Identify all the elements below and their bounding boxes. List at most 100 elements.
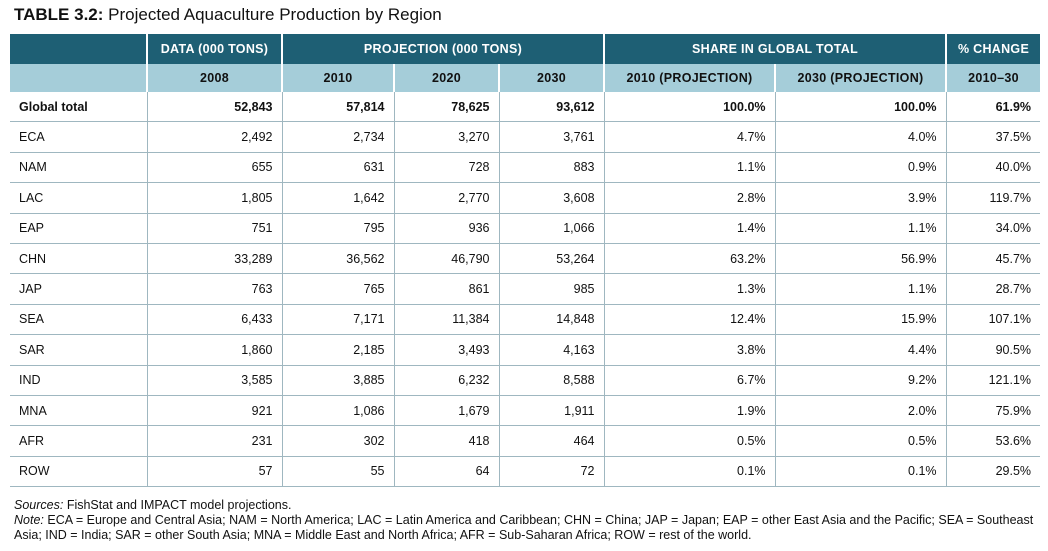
column-header: 2030 (PROJECTION)	[774, 64, 947, 92]
table-cell: 2.0%	[774, 394, 947, 426]
column-header: 2020	[393, 64, 499, 92]
table-cell: 936	[393, 212, 499, 244]
table-cell: 93,612	[498, 92, 605, 122]
table-row: IND 3,585 3,885 6,232 8,588 6.7% 9.2% 121.1%	[10, 364, 1041, 396]
table-cell: 1,066	[498, 212, 605, 244]
table-notes: Sources: FishStat and IMPACT model proje…	[14, 498, 1044, 543]
table-row: AFR 231 302 418 464 0.5% 0.5% 53.6%	[10, 425, 1041, 457]
table-row: ECA 2,492 2,734 3,270 3,761 4.7% 4.0% 37.5%	[10, 121, 1041, 153]
table-cell: 3.9%	[774, 182, 947, 214]
table-cell: 28.7%	[945, 273, 1041, 305]
table-row: JAP 763 765 861 985 1.3% 1.1% 28.7%	[10, 273, 1041, 305]
row-label-cell: ROW	[10, 455, 147, 488]
column-header: 2008	[146, 64, 282, 92]
table-cell: 302	[281, 425, 394, 457]
table-cell: 107.1%	[945, 303, 1041, 335]
header-group-projection: PROJECTION (000 TONS)	[280, 34, 605, 64]
table-cell: 12.4%	[603, 303, 776, 335]
table-cell: 61.9%	[945, 92, 1041, 122]
table-cell: 3,493	[393, 334, 499, 366]
table-cell: 119.7%	[945, 182, 1041, 214]
table-cell: 8,588	[498, 364, 605, 396]
table-row: EAP 751 795 936 1,066 1.4% 1.1% 34.0%	[10, 212, 1041, 244]
table-cell: 1.9%	[603, 394, 776, 426]
table-cell: 921	[146, 394, 282, 426]
table-cell: 3.8%	[603, 334, 776, 366]
row-label-cell: SEA	[10, 303, 147, 335]
table-cell: 1,911	[498, 394, 605, 426]
table-cell: 1.1%	[603, 151, 776, 183]
sources-text: FishStat and IMPACT model projections.	[63, 498, 292, 512]
row-label-cell: AFR	[10, 425, 147, 457]
table-cell: 40.0%	[945, 151, 1041, 183]
table-cell: 72	[498, 455, 605, 488]
table-cell: 655	[146, 151, 282, 183]
table-cell: 1,679	[393, 394, 499, 426]
table-cell: 1.3%	[603, 273, 776, 305]
table-cell: 1.4%	[603, 212, 776, 244]
column-header: 2010–30	[945, 64, 1041, 92]
table-caption-title: Projected Aquaculture Production by Regi…	[108, 5, 442, 24]
table-cell: 985	[498, 273, 605, 305]
table-cell: 55	[281, 455, 394, 488]
table-cell: 3,761	[498, 121, 605, 153]
table-cell: 631	[281, 151, 394, 183]
table-row-total: Global total 52,843 57,814 78,625 93,612 100.…	[10, 92, 1041, 122]
table-cell: 52,843	[146, 92, 282, 122]
table-cell: 75.9%	[945, 394, 1041, 426]
table-cell: 3,608	[498, 182, 605, 214]
table-cell: 7,171	[281, 303, 394, 335]
row-label-cell: SAR	[10, 334, 147, 366]
column-header	[10, 64, 147, 92]
table-cell: 418	[393, 425, 499, 457]
table-cell: 751	[146, 212, 282, 244]
table-cell: 464	[498, 425, 605, 457]
table-cell: 1.1%	[774, 212, 947, 244]
table-cell: 46,790	[393, 242, 499, 274]
table-cell: 765	[281, 273, 394, 305]
table-cell: 64	[393, 455, 499, 488]
table-cell: 6,433	[146, 303, 282, 335]
table-cell: 15.9%	[774, 303, 947, 335]
table-cell: 2,770	[393, 182, 499, 214]
table-cell: 231	[146, 425, 282, 457]
table-cell: 728	[393, 151, 499, 183]
table-row: ROW 57 55 64 72 0.1% 0.1% 29.5%	[10, 455, 1041, 488]
table-caption-label: TABLE 3.2:	[14, 5, 104, 24]
table-cell: 861	[393, 273, 499, 305]
sources-label: Sources:	[14, 498, 64, 512]
table-cell: 0.1%	[603, 455, 776, 488]
table-cell: 1.1%	[774, 273, 947, 305]
table-cell: 0.5%	[774, 425, 947, 457]
row-label-cell: CHN	[10, 242, 147, 274]
table-cell: 11,384	[393, 303, 499, 335]
row-label-cell: Global total	[19, 99, 88, 114]
table-cell: 37.5%	[945, 121, 1041, 153]
table-row: MNA 921 1,086 1,679 1,911 1.9% 2.0% 75.9%	[10, 394, 1041, 426]
table-cell: 90.5%	[945, 334, 1041, 366]
header-group-region	[10, 34, 147, 64]
table-caption: TABLE 3.2: Projected Aquaculture Product…	[14, 5, 442, 25]
table-row: NAM 655 631 728 883 1.1% 0.9% 40.0%	[10, 151, 1041, 183]
table-cell: 34.0%	[945, 212, 1041, 244]
table-cell: 2,185	[281, 334, 394, 366]
header-group-row: DATA (000 TONS) PROJECTION (000 TONS) SH…	[10, 34, 1041, 64]
table-cell: 57	[146, 455, 282, 488]
table-cell: 29.5%	[945, 455, 1041, 488]
table-cell: 63.2%	[603, 242, 776, 274]
table-cell: 3,585	[146, 364, 282, 396]
table-cell: 0.1%	[774, 455, 947, 488]
aquaculture-table: DATA (000 TONS) PROJECTION (000 TONS) SH…	[10, 34, 1041, 488]
header-group-share: SHARE IN GLOBAL TOTAL	[603, 34, 947, 64]
table-cell: 0.9%	[774, 151, 947, 183]
table-cell: 1,860	[146, 334, 282, 366]
table-cell: 4,163	[498, 334, 605, 366]
table-cell: 78,625	[393, 92, 499, 122]
table-cell: 1,086	[281, 394, 394, 426]
table-cell: 100.0%	[603, 92, 776, 122]
table-cell: 6,232	[393, 364, 499, 396]
table-cell: 2,734	[281, 121, 394, 153]
table-cell: 53,264	[498, 242, 605, 274]
row-label-cell: MNA	[10, 394, 147, 426]
row-label-cell: LAC	[10, 182, 147, 214]
